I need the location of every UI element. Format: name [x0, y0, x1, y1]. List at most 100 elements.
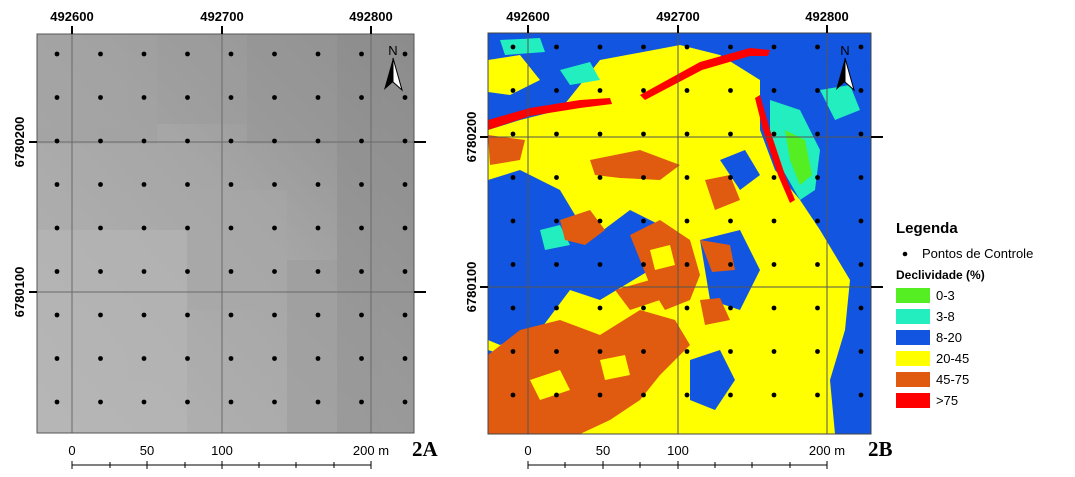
- map-2a-x-tick-3: 492800: [349, 9, 392, 24]
- map-2b-control-points: [510, 44, 864, 398]
- map-2b-control-point: [858, 262, 864, 267]
- legend-title: Legenda: [896, 220, 958, 237]
- map-2b-control-point: [858, 305, 864, 311]
- map-2b-control-point: [554, 88, 559, 93]
- map-2a-control-point: [272, 399, 277, 405]
- legend-slope-classes: 0-3 3-8 8-20 20-45 45-75 >75: [896, 288, 969, 408]
- map-2a-scale-100: 100: [211, 443, 233, 458]
- map-2b-slope-raster: [488, 33, 871, 434]
- map-2a-control-point: [54, 95, 60, 100]
- map-2a-control-point: [98, 95, 103, 100]
- map-2a-control-point: [98, 138, 103, 144]
- map-2a-north-label: N: [388, 43, 397, 58]
- map-2a-y-tick-1: 6780200: [12, 117, 27, 168]
- map-2b-control-point: [858, 175, 864, 180]
- map-2a-control-point: [228, 399, 234, 405]
- map-2b-control-point: [510, 131, 516, 137]
- map-2a-scale-50: 50: [140, 443, 154, 458]
- map-2a-control-points: [54, 51, 408, 405]
- map-2b-control-point: [641, 392, 646, 398]
- map-2b-control-point: [641, 88, 646, 93]
- map-2a-control-point: [141, 182, 147, 187]
- map-2b-control-point: [684, 131, 690, 137]
- map-2a-control-point: [228, 225, 234, 231]
- map-2a-control-point: [359, 225, 364, 231]
- map-2a-control-point: [359, 312, 364, 318]
- map-2b-control-point: [858, 218, 864, 224]
- map-2b-control-point: [597, 88, 603, 93]
- map-2b-control-point: [510, 88, 516, 93]
- map-2a-control-point: [228, 95, 234, 100]
- map-2a-control-point: [185, 356, 190, 361]
- map-2a: 492600 492700 492800 6780200 6780100 N 0: [12, 9, 439, 469]
- map-2a-control-point: [228, 138, 234, 144]
- legend-swatch: [896, 351, 930, 366]
- map-2b-control-point: [771, 305, 777, 311]
- map-2b-scale-200: 200 m: [809, 443, 845, 458]
- map-2a-control-point: [272, 95, 277, 100]
- map-2b-control-point: [815, 305, 820, 311]
- map-2b-north-arrow-icon: N: [836, 43, 855, 92]
- map-2b-control-point: [728, 349, 733, 354]
- map-2b-x-tick-2: 492700: [656, 9, 699, 24]
- map-2a-control-point: [272, 312, 277, 318]
- map-2a-control-point: [141, 138, 147, 144]
- map-2b-scale-bar: 0 50 100 200 m: [524, 443, 845, 469]
- legend-control-points-label: Pontos de Controle: [922, 246, 1033, 261]
- map-2a-control-point: [315, 312, 321, 318]
- map-2a-control-point: [228, 182, 234, 187]
- map-2b-control-point: [815, 175, 820, 180]
- map-2a-control-point: [315, 138, 321, 144]
- legend-class-label: 0-3: [936, 288, 955, 303]
- map-2b-control-point: [554, 131, 559, 137]
- map-2a-control-point: [315, 51, 321, 57]
- map-2a-control-point: [185, 312, 190, 318]
- map-2b-control-point: [641, 262, 646, 267]
- map-2b-control-point: [554, 218, 559, 224]
- map-2a-tick-marks: [29, 26, 426, 293]
- map-2b-control-point: [554, 305, 559, 311]
- map-2b-control-point: [554, 44, 559, 50]
- map-2b-control-point: [597, 218, 603, 224]
- map-2b-control-point: [597, 131, 603, 137]
- map-2a-control-point: [402, 138, 408, 144]
- map-2b-control-point: [641, 175, 646, 180]
- map-2b-control-point: [771, 218, 777, 224]
- map-2a-control-point: [315, 269, 321, 274]
- map-2b-scale-100: 100: [667, 443, 689, 458]
- map-2a-control-point: [54, 312, 60, 318]
- map-2a-control-point: [402, 399, 408, 405]
- map-2a-control-point: [359, 356, 364, 361]
- map-2b-control-point: [684, 44, 690, 50]
- map-2b-control-point: [641, 44, 646, 50]
- map-2a-control-point: [54, 182, 60, 187]
- map-2a-control-point: [98, 225, 103, 231]
- map-2a-control-point: [402, 95, 408, 100]
- map-2b-control-point: [641, 131, 646, 137]
- legend-class-label: 3-8: [936, 309, 955, 324]
- map-2a-control-point: [228, 356, 234, 361]
- map-2a-control-point: [272, 356, 277, 361]
- legend-swatch: [896, 372, 930, 387]
- map-2b-y-tick-2: 6780100: [464, 262, 479, 313]
- map-2b-control-point: [771, 44, 777, 50]
- map-2b-control-point: [597, 392, 603, 398]
- map-2b-x-tick-1: 492600: [506, 9, 549, 24]
- map-2b-scale-50: 50: [596, 443, 610, 458]
- map-2b-control-point: [815, 218, 820, 224]
- map-2b-control-point: [597, 349, 603, 354]
- map-2a-control-point: [402, 312, 408, 318]
- map-2a-scale-200: 200 m: [353, 443, 389, 458]
- map-2b-control-point: [728, 44, 733, 50]
- legend-class-label: >75: [936, 393, 958, 408]
- map-2a-control-point: [359, 138, 364, 144]
- map-2a-control-point: [402, 225, 408, 231]
- map-2a-control-point: [54, 138, 60, 144]
- map-2a-control-point: [98, 51, 103, 57]
- map-2b-scale-0: 0: [524, 443, 531, 458]
- map-2b-control-point: [771, 175, 777, 180]
- map-2b-control-point: [815, 262, 820, 267]
- map-2b-control-point: [815, 392, 820, 398]
- map-2a-control-point: [228, 51, 234, 57]
